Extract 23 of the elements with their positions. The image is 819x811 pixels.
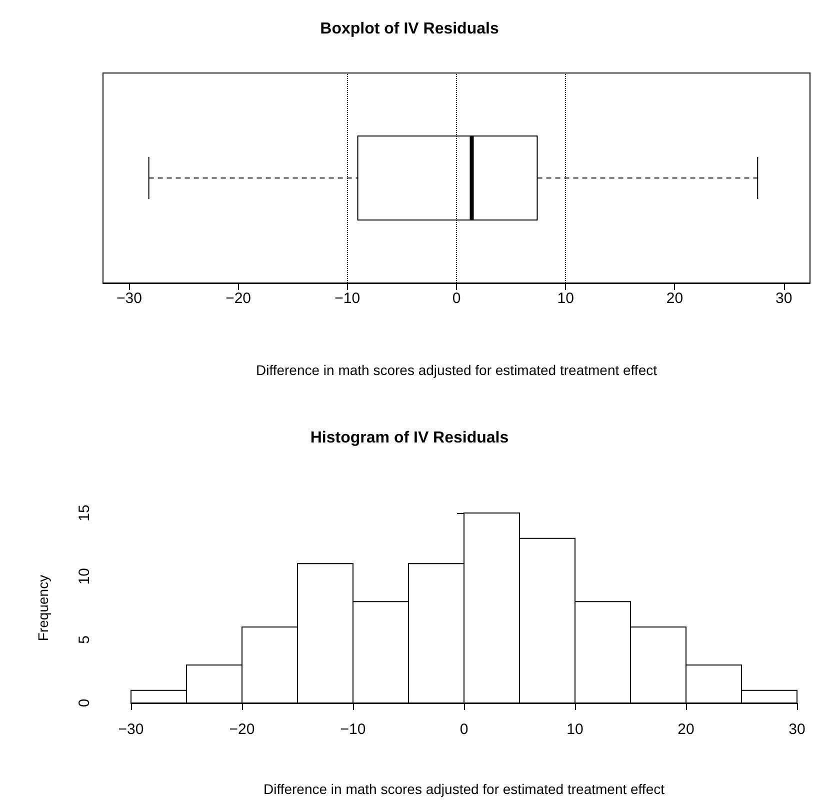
x-tick-label: 10 — [557, 290, 574, 307]
y-axis-title: Frequency — [35, 574, 51, 642]
y-tick-label: 0 — [76, 698, 93, 708]
x-tick-label: −20 — [226, 290, 252, 307]
x-tick-label: 0 — [460, 721, 468, 738]
x-tick-label: 20 — [678, 721, 694, 738]
x-axis-title: Difference in math scores adjusted for estimated treatment effect — [256, 362, 658, 378]
y-tick-label: 10 — [76, 568, 93, 585]
y-tick-label: 5 — [76, 635, 93, 644]
chart-title: Boxplot of IV Residuals — [320, 20, 499, 38]
x-tick-label: −20 — [229, 721, 255, 738]
x-tick-label: 30 — [775, 290, 792, 307]
x-tick-label: −10 — [340, 721, 366, 738]
x-tick-label: −30 — [116, 290, 142, 307]
x-axis-title: Difference in math scores adjusted for estimated treatment effect — [263, 781, 665, 797]
x-tick-label: 10 — [566, 721, 584, 738]
x-tick-label: −30 — [118, 721, 144, 738]
chart-title: Histogram of IV Residuals — [310, 430, 509, 446]
x-tick-label: 0 — [452, 290, 461, 307]
y-tick-label: 15 — [76, 504, 93, 522]
x-tick-label: 20 — [666, 290, 684, 307]
x-tick-label: 30 — [788, 721, 806, 738]
x-tick-label: −10 — [334, 290, 360, 307]
